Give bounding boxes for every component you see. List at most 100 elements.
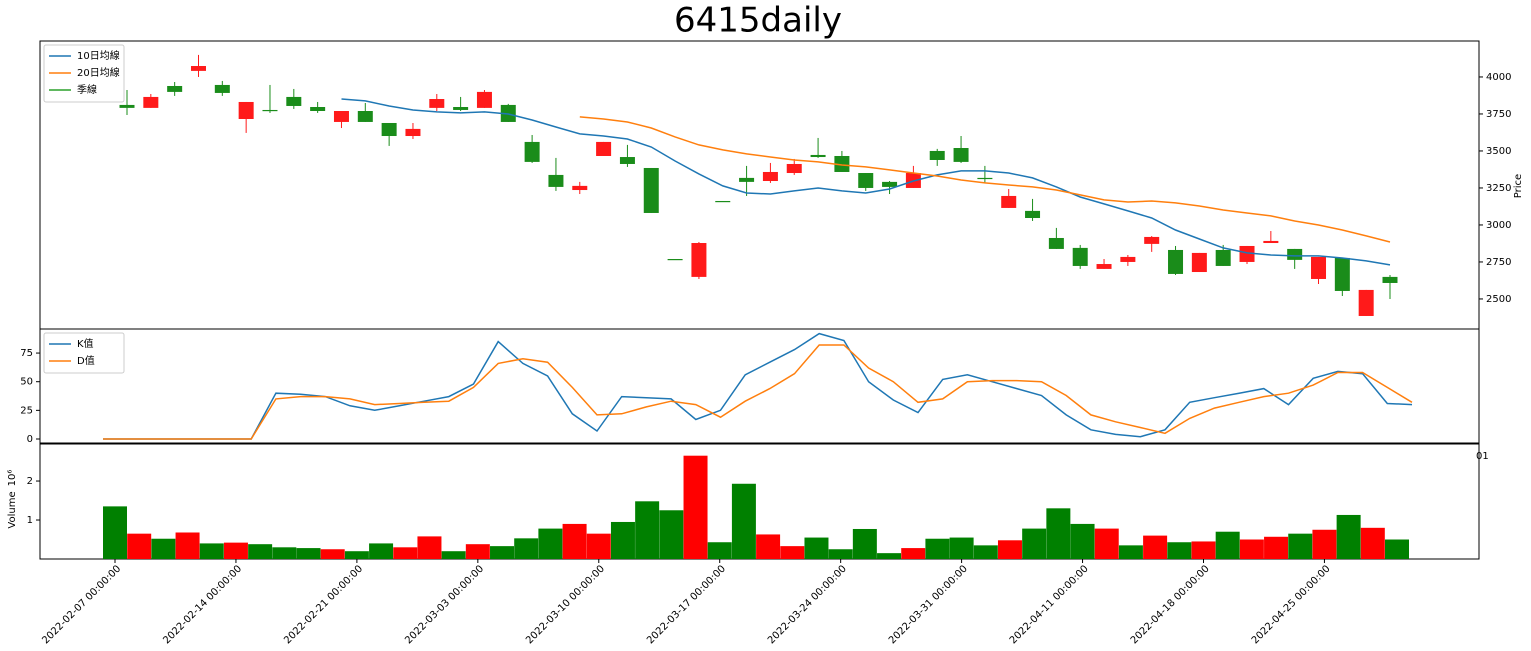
x-tick-label: 2022-03-31 00:00:00 bbox=[887, 563, 970, 646]
bar bbox=[828, 549, 853, 559]
legend-label: 季線 bbox=[77, 83, 97, 96]
bar bbox=[393, 547, 418, 559]
bar bbox=[852, 528, 877, 559]
y-tick-label: 4000 bbox=[1486, 72, 1511, 83]
y-tick-label: 3250 bbox=[1486, 183, 1511, 194]
candle-body bbox=[1287, 248, 1303, 260]
bar bbox=[465, 544, 490, 559]
line-series bbox=[103, 344, 1413, 440]
candle-body bbox=[238, 101, 254, 119]
bar bbox=[1191, 541, 1216, 559]
candle-body bbox=[143, 96, 159, 108]
line-series bbox=[579, 116, 1391, 243]
bar bbox=[925, 538, 950, 559]
candle-body bbox=[977, 177, 993, 180]
bar bbox=[103, 506, 127, 559]
x-tick-label: 2022-03-10 00:00:00 bbox=[524, 563, 607, 646]
bar bbox=[441, 551, 466, 559]
x-tick-label: 2022-02-14 00:00:00 bbox=[161, 563, 244, 646]
bar bbox=[223, 542, 248, 559]
bar bbox=[1094, 528, 1119, 559]
bar bbox=[514, 538, 539, 559]
x-tick-label: 2022-04-18 00:00:00 bbox=[1129, 563, 1212, 646]
y-tick-label: 2 bbox=[27, 476, 33, 487]
candle-body bbox=[1144, 236, 1160, 244]
candle-body bbox=[596, 141, 612, 156]
bar bbox=[1215, 531, 1240, 559]
candle-body bbox=[262, 109, 278, 112]
bar bbox=[877, 553, 902, 559]
candle-body bbox=[619, 157, 635, 164]
candle-body bbox=[1358, 289, 1374, 316]
x-tick-label: 2022-02-07 00:00:00 bbox=[40, 563, 123, 646]
y-axis-label: Price bbox=[1513, 174, 1524, 198]
candle-body bbox=[405, 128, 421, 137]
bar bbox=[151, 538, 176, 559]
legend-box bbox=[43, 332, 125, 374]
y-tick-label: 75 bbox=[20, 348, 33, 359]
candle-body bbox=[762, 171, 778, 182]
y-tick-label: 3000 bbox=[1486, 220, 1511, 231]
bar bbox=[127, 533, 152, 559]
bar bbox=[1312, 529, 1337, 559]
legend-label: 20日均線 bbox=[77, 66, 120, 79]
candle-body bbox=[357, 111, 373, 122]
legend-label: 10日均線 bbox=[77, 49, 120, 62]
bar bbox=[272, 547, 297, 559]
offset-label: 10⁶ bbox=[7, 470, 18, 487]
candle-body bbox=[286, 96, 302, 106]
annotation: 01 bbox=[1476, 451, 1489, 462]
bar bbox=[1167, 542, 1192, 559]
x-tick-label: 2022-02-21 00:00:00 bbox=[282, 563, 365, 646]
candle-body bbox=[333, 111, 349, 122]
bar bbox=[804, 537, 829, 559]
bar bbox=[1288, 533, 1313, 559]
y-tick-label: 2500 bbox=[1486, 294, 1511, 305]
x-tick-label: 2022-03-17 00:00:00 bbox=[645, 563, 728, 646]
x-tick-label: 2022-03-03 00:00:00 bbox=[403, 563, 486, 646]
bar bbox=[1385, 539, 1409, 559]
bar bbox=[1360, 527, 1385, 559]
bar bbox=[199, 543, 224, 559]
kd-frame bbox=[39, 328, 1480, 444]
y-tick-label: 2750 bbox=[1486, 257, 1511, 268]
bar bbox=[1336, 514, 1361, 559]
candle-body bbox=[1311, 256, 1327, 279]
bar bbox=[296, 548, 321, 559]
bar bbox=[344, 551, 369, 559]
y-tick-label: 0 bbox=[27, 434, 33, 445]
bar bbox=[780, 546, 805, 559]
legend-label: K值 bbox=[77, 337, 94, 350]
candle-body bbox=[572, 185, 588, 191]
candle-body bbox=[548, 174, 564, 187]
bar bbox=[248, 544, 273, 559]
bar bbox=[1070, 523, 1095, 559]
candle-body bbox=[1072, 247, 1088, 266]
bar bbox=[949, 537, 974, 559]
candle-body bbox=[167, 85, 183, 92]
bar bbox=[756, 534, 781, 559]
bar bbox=[562, 523, 587, 559]
bar bbox=[635, 501, 660, 559]
candle-body bbox=[1001, 195, 1017, 208]
candle-body bbox=[786, 163, 802, 174]
candle-body bbox=[1025, 210, 1041, 219]
candle-body bbox=[1215, 249, 1231, 266]
bar bbox=[538, 528, 563, 559]
candle-body bbox=[1168, 249, 1184, 274]
y-tick-label: 3500 bbox=[1486, 146, 1511, 157]
bar bbox=[369, 543, 394, 559]
candle-body bbox=[524, 141, 540, 162]
bar bbox=[610, 521, 635, 559]
y-tick-label: 50 bbox=[20, 377, 33, 388]
candle-body bbox=[1334, 257, 1350, 291]
candle-body bbox=[882, 181, 898, 187]
candle-body bbox=[476, 91, 492, 108]
legend-box bbox=[43, 44, 125, 103]
candle-body bbox=[310, 107, 326, 112]
bar bbox=[1264, 536, 1289, 559]
bar bbox=[490, 546, 515, 559]
candle-body bbox=[1096, 264, 1112, 269]
candle-body bbox=[190, 66, 206, 71]
